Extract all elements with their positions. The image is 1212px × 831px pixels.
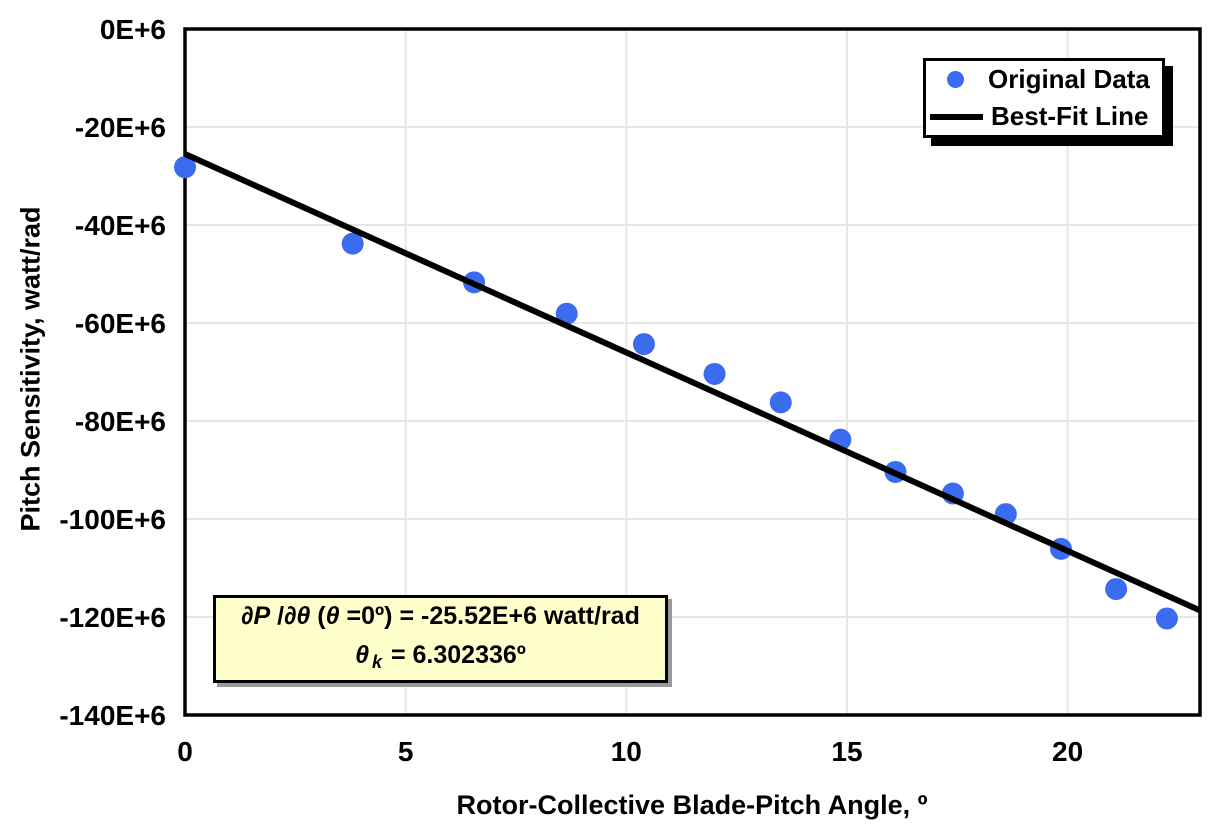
data-point: [1105, 578, 1128, 601]
annotation-line-1: ∂P /∂θ (θ =0º) = -25.52E+6 watt/rad: [241, 601, 640, 630]
legend: Original Data Best-Fit Line: [923, 58, 1165, 138]
y-tick-label: 0E+6: [100, 14, 166, 45]
y-tick-label: -60E+6: [75, 308, 166, 339]
best-fit-line: [183, 151, 1202, 614]
data-point: [174, 156, 196, 179]
x-tick-label: 5: [398, 736, 414, 767]
y-tick-label: -40E+6: [75, 210, 166, 241]
data-point: [555, 302, 578, 325]
scatter-marker-icon: [947, 71, 964, 88]
legend-label-best-fit-line: Best-Fit Line: [991, 101, 1149, 131]
y-tick-label: -140E+6: [59, 700, 166, 731]
y-axis-title: Pitch Sensitivity, watt/rad: [15, 206, 46, 532]
y-tick-label: -100E+6: [59, 504, 166, 535]
legend-item-original-data: Original Data: [926, 61, 1162, 98]
legend-item-best-fit-line: Best-Fit Line: [926, 98, 1162, 135]
x-axis-title: Rotor-Collective Blade-Pitch Angle, º: [456, 790, 928, 820]
y-tick-label: -80E+6: [75, 406, 166, 437]
x-tick-label: 0: [177, 736, 193, 767]
data-point: [769, 391, 792, 414]
legend-label-original-data: Original Data: [988, 64, 1150, 94]
data-point: [703, 362, 726, 385]
y-tick-label: -20E+6: [75, 112, 166, 143]
plot-border: [183, 27, 1202, 717]
data-point: [341, 232, 364, 255]
y-tick-label: -120E+6: [59, 602, 166, 633]
data-point: [1155, 607, 1178, 630]
x-tick-label: 20: [1052, 736, 1083, 767]
x-tick-label: 15: [831, 736, 862, 767]
line-marker-icon: [930, 113, 983, 120]
x-tick-label: 10: [611, 736, 642, 767]
data-point: [632, 333, 655, 356]
